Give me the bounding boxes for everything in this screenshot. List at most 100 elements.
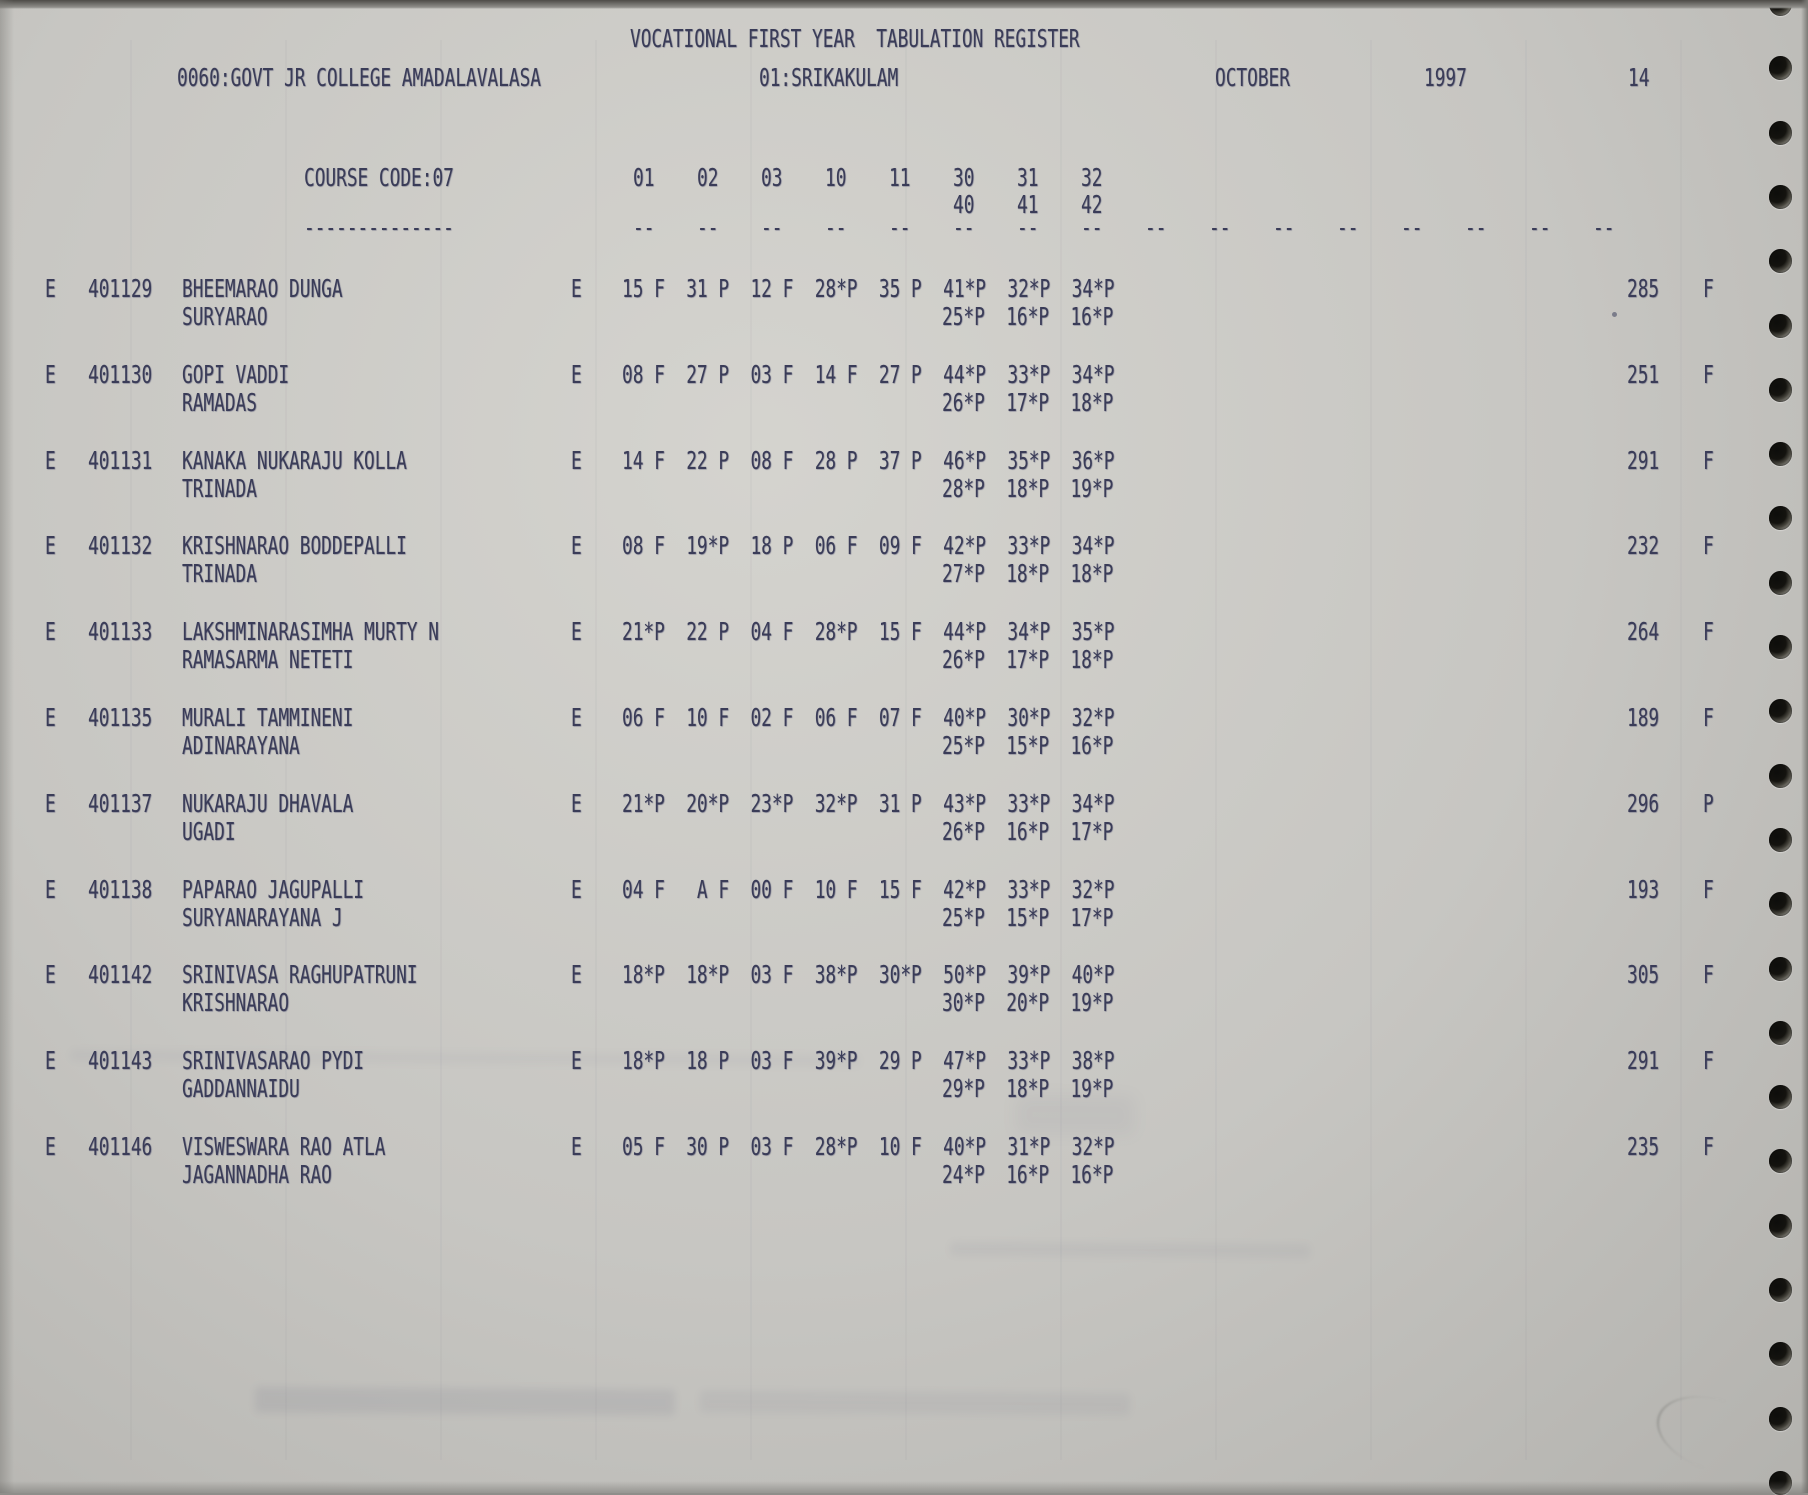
result-flag: P <box>1703 788 1714 819</box>
enrollment-flag: E <box>45 359 56 390</box>
form-rule-line <box>1370 40 1372 1460</box>
medium-flag: E <box>571 274 582 304</box>
student-row: E 401146 VISWESWARA RAO ATLA JAGANNADHA … <box>0 1135 1808 1197</box>
result-flag: F <box>1703 531 1714 562</box>
subject-code: 32 <box>1081 163 1103 193</box>
student-name: BHEEMARAO DUNGA <box>182 274 343 304</box>
college-name: 0060:GOVT JR COLLEGE AMADALAVALASA <box>177 63 541 93</box>
student-name: KANAKA NUKARAJU KOLLA <box>182 445 407 476</box>
parent-name: ADINARAYANA <box>182 731 300 761</box>
form-rule-line <box>905 40 907 1460</box>
sprocket-hole <box>1769 635 1792 659</box>
student-row: E 401129 BHEEMARAO DUNGA SURYARAO E 15 F… <box>0 277 1808 339</box>
column-dash: -- <box>825 213 847 243</box>
ghost-smudge <box>1014 1094 1136 1136</box>
result-flag: F <box>1703 1046 1714 1077</box>
sprocket-hole <box>1769 184 1792 209</box>
course-code-label: COURSE CODE:07 <box>304 163 454 193</box>
medium-flag: E <box>571 531 582 562</box>
result-flag: F <box>1703 703 1714 733</box>
total-marks: 291 <box>1627 445 1660 476</box>
medium-flag: E <box>571 788 582 819</box>
parent-name: KRISHNARAO <box>182 988 290 1019</box>
student-name: PAPARAO JAGUPALLI <box>182 874 364 905</box>
student-name: NUKARAJU DHAVALA <box>182 788 354 819</box>
parent-name: SURYARAO <box>182 302 268 332</box>
form-rule-line <box>1215 40 1217 1460</box>
total-marks: 291 <box>1627 1046 1660 1077</box>
result-flag: F <box>1703 359 1714 390</box>
sprocket-hole <box>1769 1342 1792 1367</box>
sprocket-hole <box>1769 1085 1792 1110</box>
student-name: KRISHNARAO BODDEPALLI <box>182 531 407 562</box>
marks-line2: 26*P 17*P 18*P <box>942 645 1114 676</box>
admission-number: 401146 <box>88 1132 153 1162</box>
result-flag: F <box>1703 1132 1714 1162</box>
ghost-smudge <box>699 1390 1131 1416</box>
result-flag: F <box>1703 874 1714 905</box>
marks-line2: 25*P 15*P 16*P <box>942 731 1114 761</box>
column-dash: -- <box>1529 213 1551 243</box>
marks-line1: 06 F 10 F 02 F 06 F 07 F 40*P 30*P 32*P <box>622 703 1115 733</box>
admission-number: 401135 <box>88 703 153 733</box>
parent-name: RAMADAS <box>182 387 257 418</box>
result-flag: F <box>1703 617 1714 648</box>
medium-flag: E <box>571 1132 582 1162</box>
exam-year: 1997 <box>1424 63 1467 93</box>
result-flag: F <box>1703 445 1714 476</box>
enrollment-flag: E <box>45 874 56 905</box>
parent-name: UGADI <box>182 816 236 847</box>
marks-line1: 18*P 18 P 03 F 39*P 29 P 47*P 33*P 38*P <box>622 1046 1115 1077</box>
student-name: SRINIVASA RAGHUPATRUNI <box>182 960 418 991</box>
medium-flag: E <box>571 874 582 905</box>
medium-flag: E <box>571 617 582 648</box>
sprocket-hole <box>1769 1020 1792 1045</box>
sprocket-hole <box>1769 1406 1792 1431</box>
sprocket-hole <box>1769 699 1792 724</box>
total-marks: 285 <box>1627 274 1660 304</box>
admission-number: 401138 <box>88 874 153 905</box>
photo-edge-right <box>1801 0 1808 1493</box>
total-marks: 235 <box>1627 1132 1660 1162</box>
paper-crease <box>1647 1382 1785 1488</box>
student-row: E 401133 LAKSHMINARASIMHA MURTY N RAMASA… <box>0 620 1808 682</box>
form-rule-line <box>285 40 287 1460</box>
subject-codes-row1: 01 02 03 10 11 30 31 32 <box>633 166 1145 191</box>
admission-number: 401142 <box>88 960 153 991</box>
report-title: VOCATIONAL FIRST YEAR TABULATION REGISTE… <box>630 24 1080 54</box>
column-dash: -- <box>633 213 655 243</box>
column-dash: -- <box>1081 213 1103 243</box>
column-dash: -- <box>953 213 975 243</box>
student-name: GOPI VADDI <box>182 359 290 390</box>
form-rule-line <box>440 40 442 1460</box>
photo-edge-bottom <box>0 1481 1808 1493</box>
form-rule-line <box>1060 40 1062 1460</box>
course-code-underline: -------------- <box>304 213 454 243</box>
marks-line1: 14 F 22 P 08 F 28 P 37 P 46*P 35*P 36*P <box>622 445 1115 476</box>
marks-line2: 25*P 15*P 17*P <box>942 902 1114 933</box>
medium-flag: E <box>571 1046 582 1077</box>
marks-line1: 08 F 27 P 03 F 14 F 27 P 44*P 33*P 34*P <box>622 359 1115 390</box>
student-name: SRINIVASARAO PYDI <box>182 1046 364 1077</box>
subject-code: 42 <box>1081 190 1103 220</box>
sprocket-hole <box>1769 827 1792 852</box>
enrollment-flag: E <box>45 703 56 733</box>
column-dash: -- <box>1593 213 1615 243</box>
subject-codes-row2: 40 41 42 <box>953 193 1145 218</box>
column-dash: -- <box>1465 213 1487 243</box>
sprocket-hole <box>1769 377 1792 402</box>
parent-name: SURYANARAYANA J <box>182 902 343 933</box>
student-row: E 401131 KANAKA NUKARAJU KOLLA TRINADA E… <box>0 445 1808 511</box>
total-marks: 232 <box>1627 531 1660 562</box>
marks-line1: 18*P 18*P 03 F 38*P 30*P 50*P 39*P 40*P <box>622 960 1115 991</box>
marks-line2: 27*P 18*P 18*P <box>942 559 1114 590</box>
student-row: E 401142 SRINIVASA RAGHUPATRUNI KRISHNAR… <box>0 963 1808 1025</box>
student-row: E 401137 NUKARAJU DHAVALA UGADI E 21*P 2… <box>0 788 1808 854</box>
sprocket-hole <box>1769 763 1792 788</box>
marks-line2: 29*P 18*P 19*P <box>942 1074 1114 1105</box>
sprocket-hole <box>1769 570 1792 595</box>
column-dash: -- <box>889 213 911 243</box>
photo-edge-left <box>0 0 14 1493</box>
admission-number: 401129 <box>88 274 153 304</box>
sprocket-hole <box>1769 1278 1792 1302</box>
